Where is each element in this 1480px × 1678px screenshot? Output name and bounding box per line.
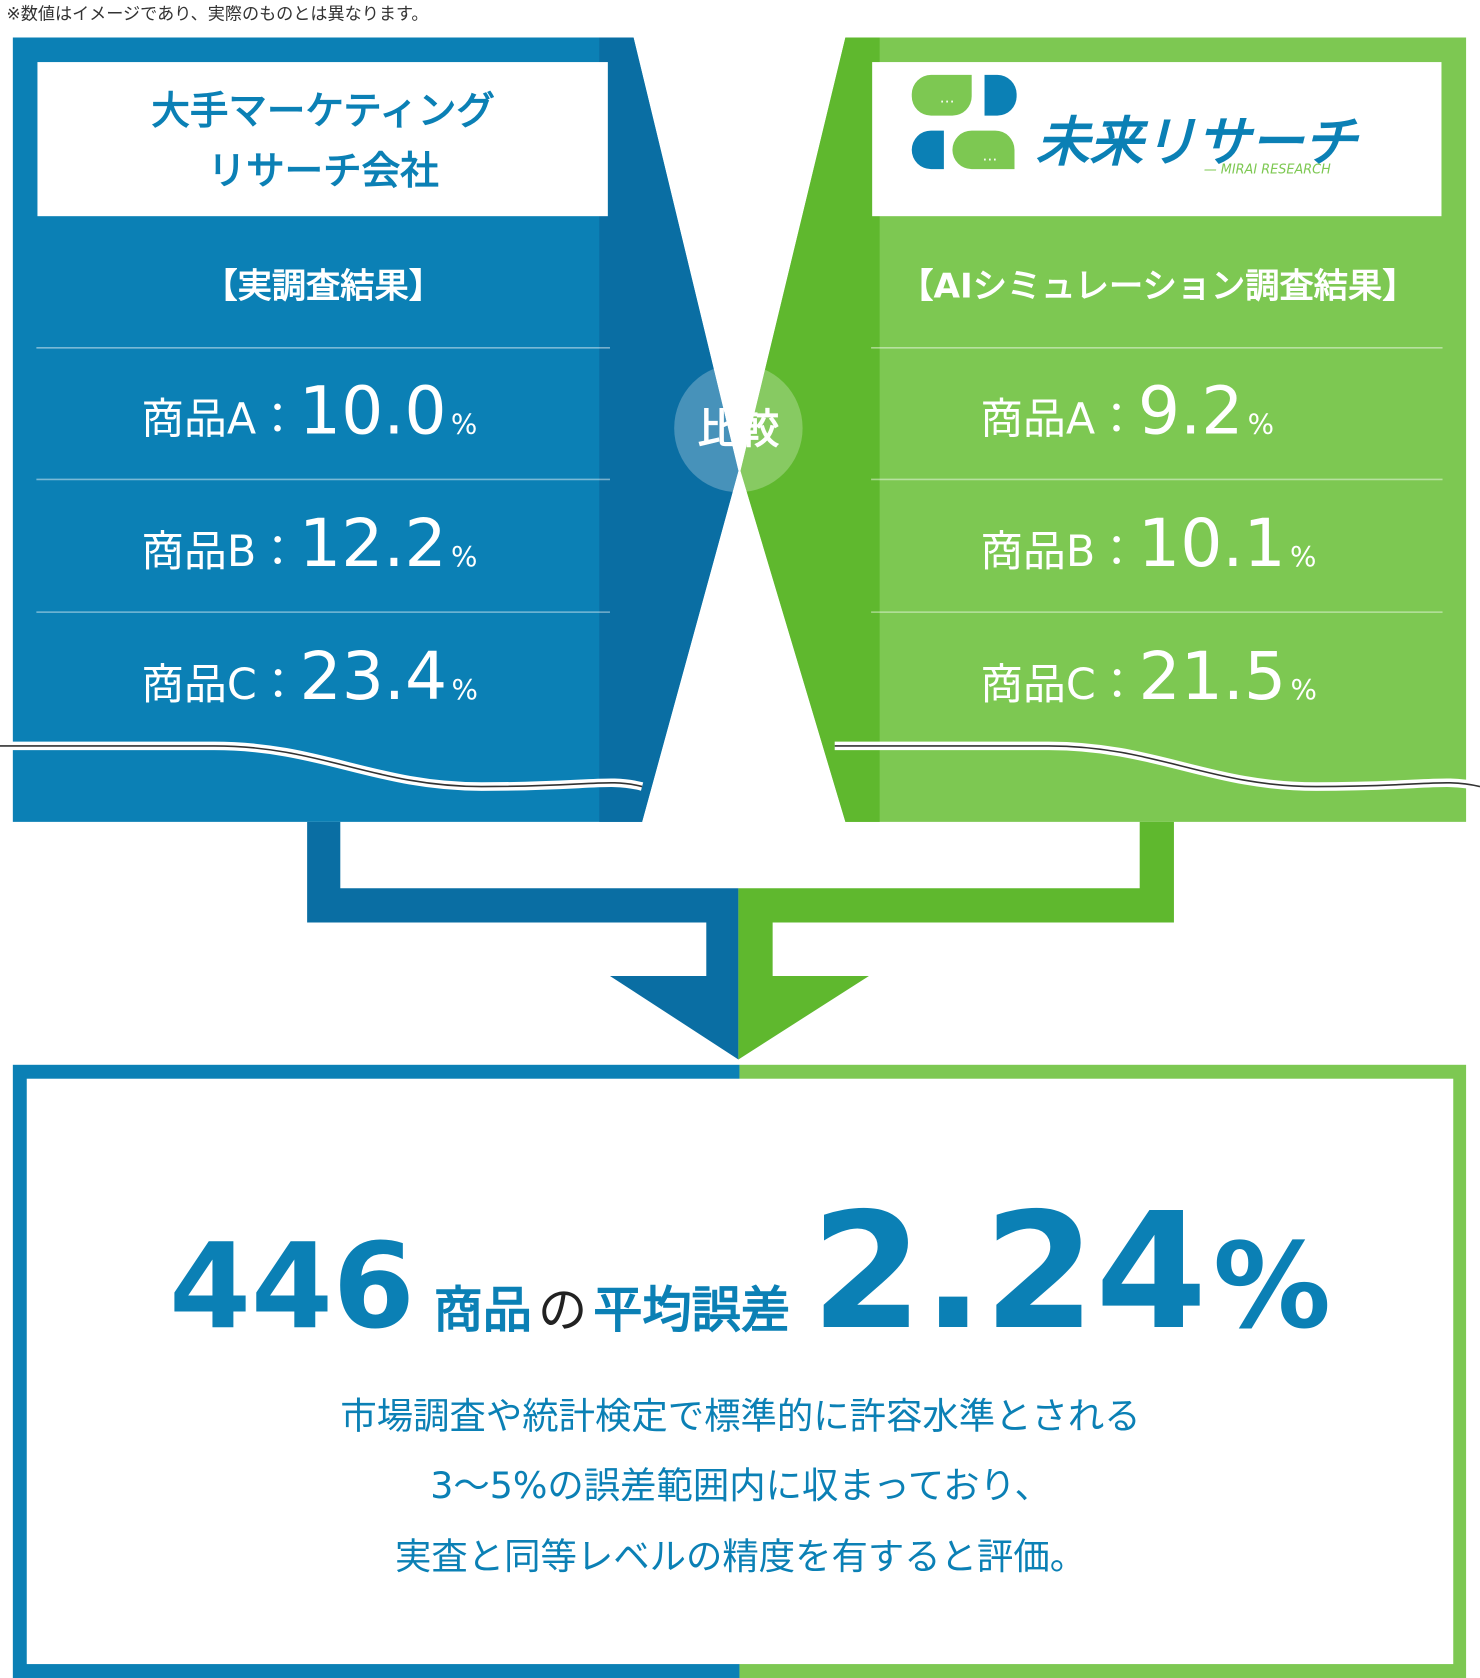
wave-line [0, 745, 643, 788]
row-unit: % [1290, 673, 1316, 706]
left-title: 大手マーケティング [151, 89, 495, 134]
row-value: 10.0 [299, 371, 447, 449]
row-label: 商品B： [980, 527, 1138, 577]
description: 3〜5%の誤差範囲内に収まっており、 [430, 1464, 1051, 1507]
logo-icon: … … [911, 74, 1017, 170]
left-title: リサーチ会社 [208, 149, 439, 194]
row-value: 23.4 [300, 637, 448, 715]
row-label: 商品A： [980, 394, 1138, 444]
rows: 商品A：10.0 %商品B：12.2 %商品C：23.4 %商品A：9.2 %商品B：1… [36, 347, 1443, 715]
logo-name: 未来リサーチ [1036, 111, 1360, 174]
row-unit: % [452, 673, 478, 706]
right-subtitle: 【AIシミュレーション調査結果】 [899, 267, 1416, 307]
row-label: 商品C： [980, 660, 1138, 710]
row-unit: % [451, 540, 477, 573]
row-label: 商品C： [141, 660, 299, 710]
compare-label: 比較 [698, 405, 780, 453]
row: 商品B：12.2% [141, 504, 477, 582]
row-label: 商品A： [141, 394, 299, 444]
logo-sub: — MIRAI RESEARCH [1204, 162, 1331, 177]
result-text: 平均誤差 [593, 1281, 790, 1339]
svg-text:…: … [982, 147, 997, 165]
result-text: 商品 [434, 1281, 532, 1339]
row: 商品C：23.4% [141, 637, 478, 715]
result-headline: 446 商品 の 平均誤差 2.24 % [169, 1178, 1331, 1365]
row: 商品A：10.0% [141, 371, 477, 449]
result-text: の [538, 1281, 587, 1339]
left-subtitle: 【実調査結果】 [203, 267, 443, 307]
row: 商品C：21.5% [980, 637, 1317, 715]
result-count: 446 [169, 1218, 415, 1355]
result-value: 2.24 [811, 1178, 1207, 1365]
note: ※数値はイメージであり、実際のものとは異なります。 [6, 4, 428, 24]
row-value: 9.2 [1138, 371, 1243, 449]
svg-text:…: … [940, 89, 955, 107]
right-connector [738, 821, 1174, 1060]
left-panel-shade [599, 37, 739, 822]
right-panel [740, 37, 1467, 822]
row-value: 21.5 [1139, 637, 1287, 715]
left-title-box [37, 62, 608, 217]
row-label: 商品B： [141, 527, 299, 577]
row: 商品A：9.2% [980, 371, 1274, 449]
row-unit: % [451, 407, 477, 440]
row-value: 10.1 [1138, 504, 1286, 582]
result-unit: % [1213, 1218, 1331, 1355]
row-unit: % [1290, 540, 1316, 573]
description: 市場調査や統計検定で標準的に許容水準とされる [340, 1395, 1140, 1438]
wave-line [834, 745, 1480, 788]
left-panel [12, 37, 739, 822]
left-connector [307, 821, 739, 1060]
row: 商品B：10.1% [980, 504, 1316, 582]
right-panel-shade [740, 37, 880, 822]
compare-badge [674, 363, 803, 493]
result-box [26, 1078, 1454, 1665]
description: 実査と同等レベルの精度を有すると評価。 [395, 1535, 1086, 1578]
row-value: 12.2 [299, 504, 447, 582]
row-unit: % [1248, 407, 1274, 440]
